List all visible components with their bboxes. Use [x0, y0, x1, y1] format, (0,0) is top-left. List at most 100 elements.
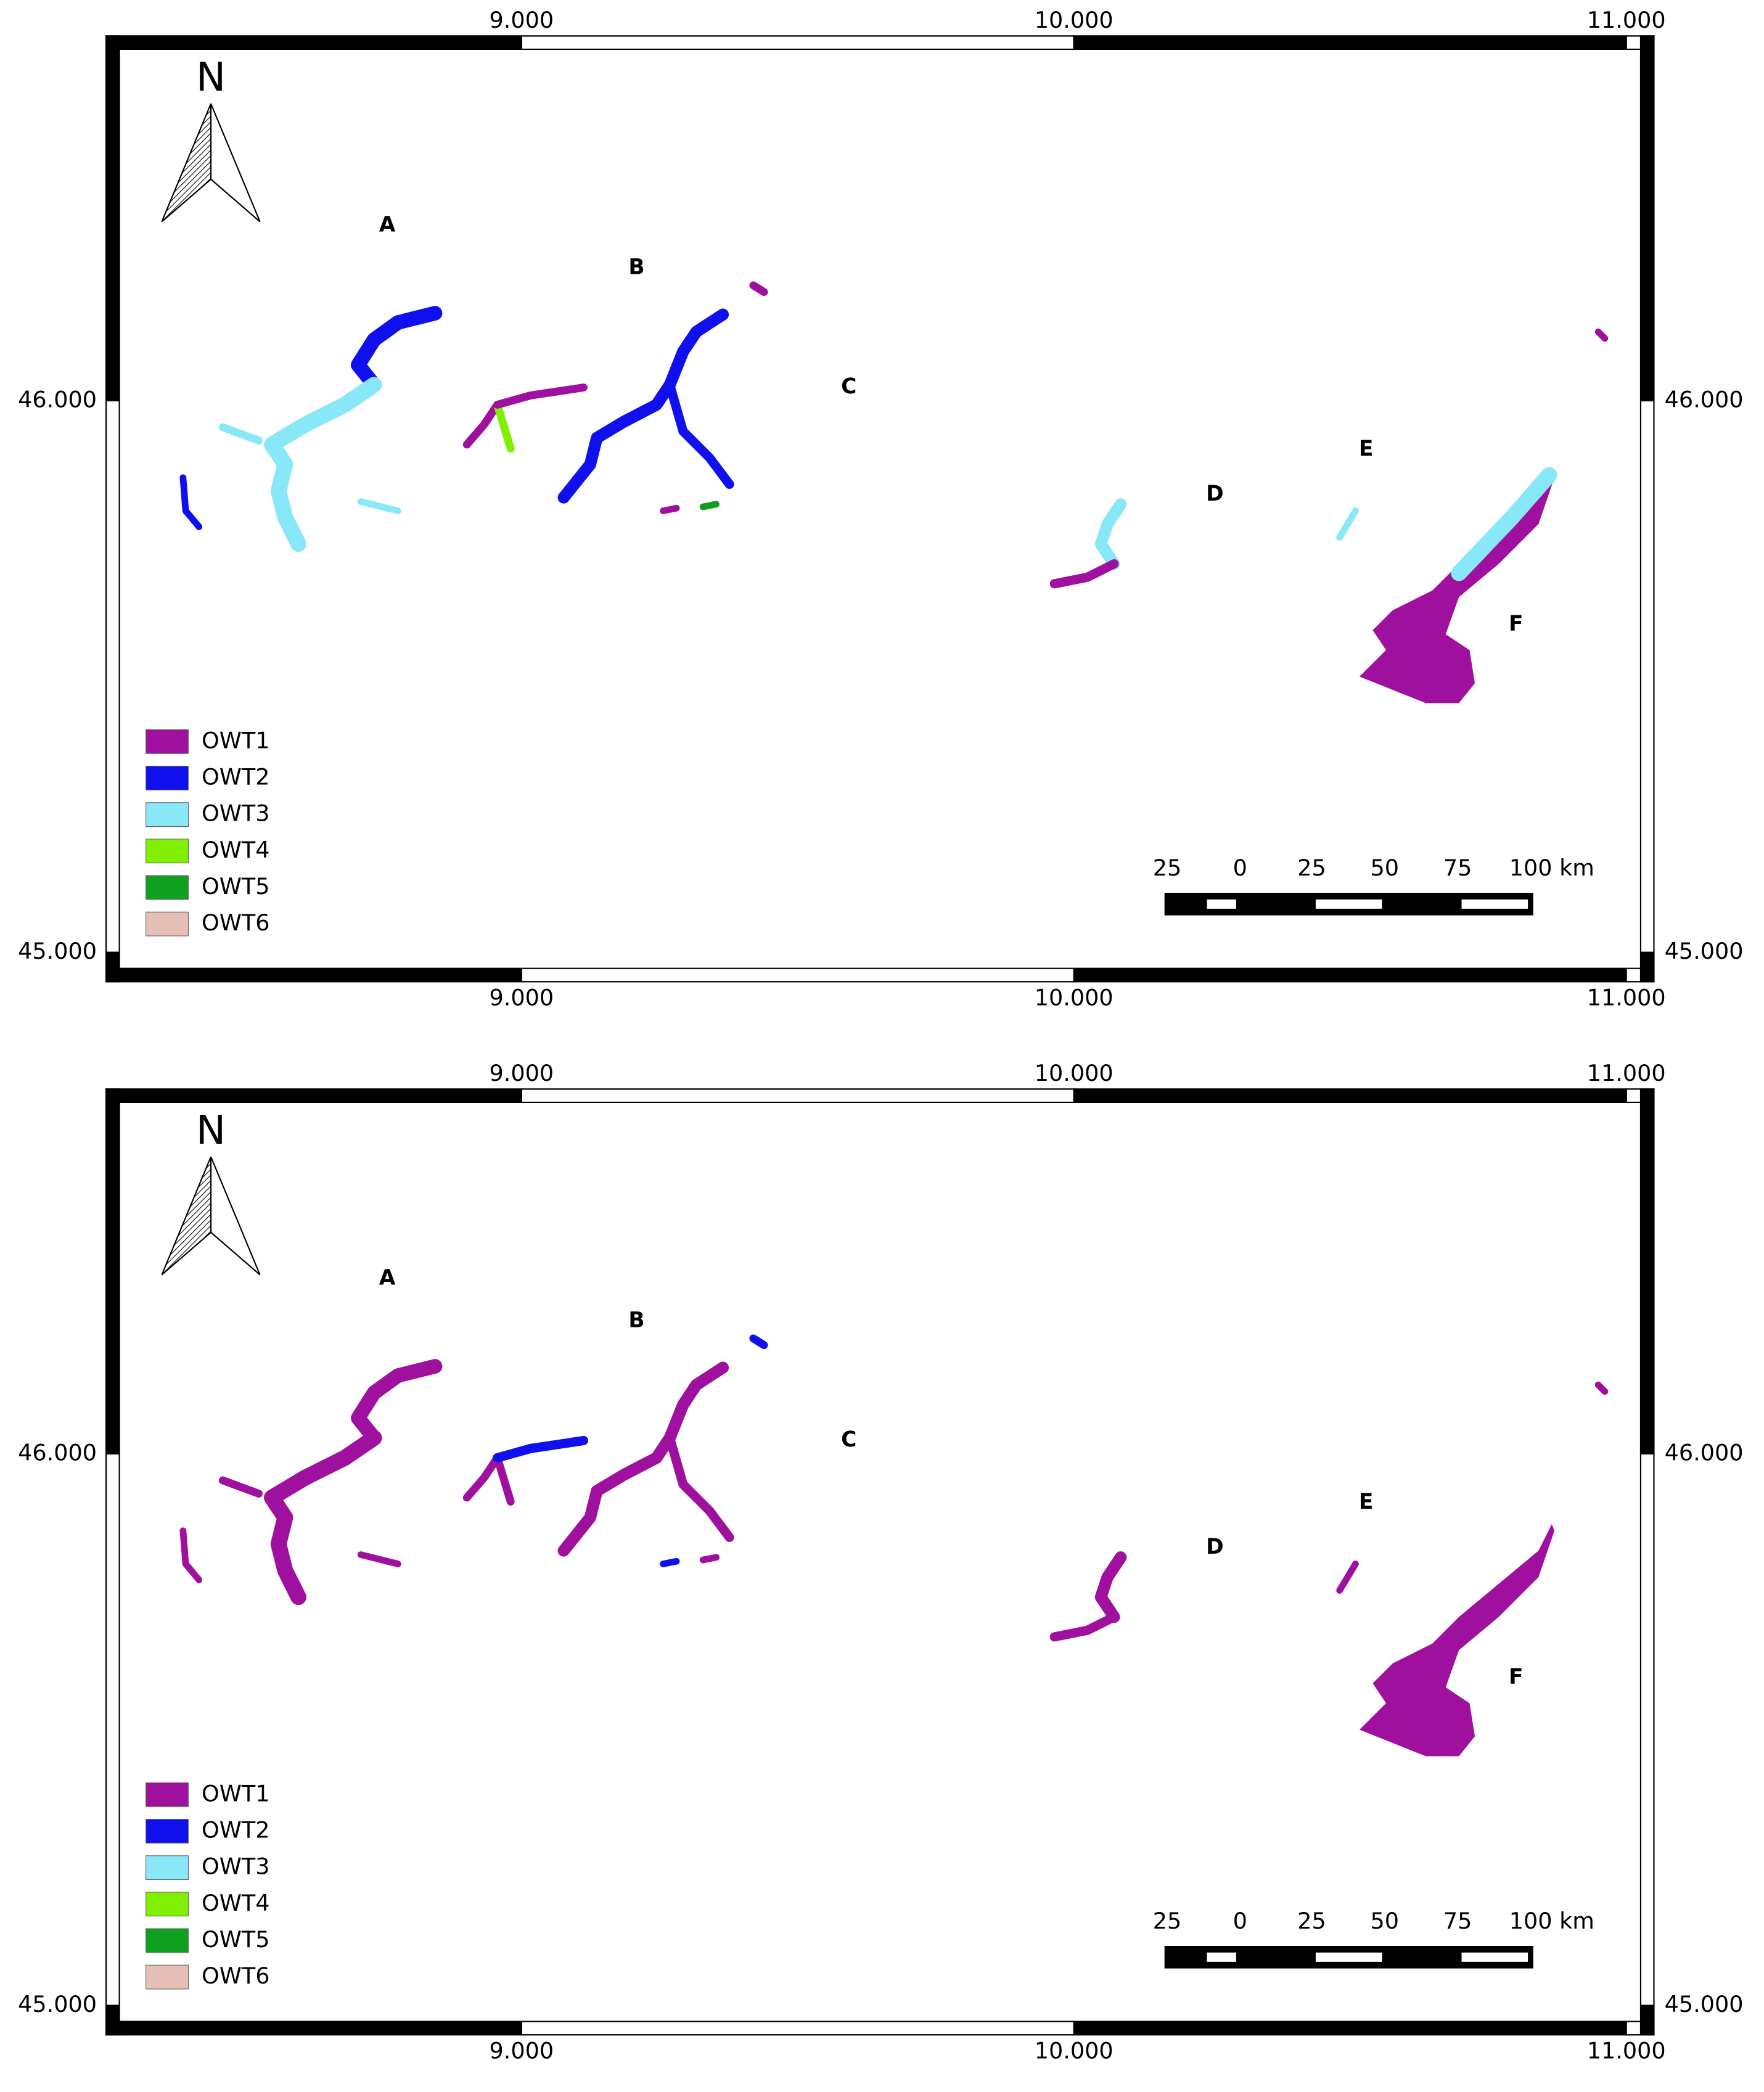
frame-bar [1639, 35, 1655, 401]
lake [1049, 559, 1119, 589]
scale-bar-segment [1207, 899, 1236, 909]
legend-swatch [146, 911, 189, 937]
frame-bar [105, 967, 522, 983]
scale-bar-segment [1315, 1952, 1382, 1962]
lake-label: E [1359, 437, 1374, 461]
y-tick-label: 46.000 [1665, 1439, 1744, 1466]
map-panel: 9.000 9.000 10.000 10.000 11.000 11.000 46.000… [18, 7, 1743, 1011]
lake-label: C [841, 1427, 856, 1452]
y-tick-label: 45.000 [1665, 938, 1744, 964]
scale-label: 100 km [1509, 1908, 1594, 1934]
lake [665, 380, 734, 490]
frame-bar [520, 2020, 1075, 2036]
y-tick-label: 45.000 [1665, 1991, 1744, 2017]
legend-label: OWT1 [202, 1780, 269, 1807]
lake [350, 1359, 443, 1445]
lake [1094, 1551, 1127, 1623]
legend-swatch [146, 766, 189, 790]
legend-label: OWT1 [202, 727, 269, 753]
lake [218, 1476, 263, 1498]
legend-swatch [146, 875, 189, 900]
lake [699, 501, 720, 511]
frame-bar [1639, 951, 1655, 983]
x-tick-label: 9.000 [490, 985, 554, 1011]
y-tick-label: 45.000 [18, 938, 97, 964]
legend-swatch [146, 839, 189, 864]
frame-bar [105, 1088, 522, 1103]
lake [1594, 1381, 1609, 1395]
legend-label: OWT5 [202, 1926, 269, 1953]
lake-label: A [379, 1266, 396, 1290]
lake [264, 1430, 382, 1606]
lake [493, 384, 588, 409]
lake [1359, 1524, 1555, 1757]
legend-label: OWT6 [202, 1963, 269, 1989]
scale-label: 25 [1153, 1908, 1182, 1934]
frame-bar [105, 1088, 120, 1454]
x-tick-label: 9.000 [490, 2038, 554, 2064]
north-arrow-right [210, 103, 261, 223]
scale-label: 25 [1153, 855, 1182, 881]
scale-bar-segment [1315, 899, 1382, 909]
map-frame [105, 1088, 1655, 2036]
legend-swatch [146, 729, 189, 754]
lake [493, 1435, 589, 1462]
north-arrow-right [210, 1156, 261, 1276]
y-tick-label: 46.000 [18, 1439, 97, 1466]
x-tick-label: 9.000 [490, 7, 554, 33]
legend-label: OWT2 [202, 1816, 269, 1843]
lake-label: C [841, 374, 856, 399]
lake [218, 423, 263, 445]
x-tick-label: 9.000 [490, 1060, 554, 1086]
frame-bar [1639, 400, 1655, 953]
lake [1451, 467, 1557, 581]
legend-swatch [146, 1964, 189, 1990]
lake [179, 474, 203, 530]
legend-label: OWT3 [202, 800, 269, 827]
lake-label: B [628, 1308, 644, 1332]
frame-bar [1073, 967, 1627, 983]
scale-label: 25 [1297, 1908, 1326, 1934]
frame-bar [1639, 1453, 1655, 2006]
map-panel: 9.000 9.000 10.000 10.000 11.000 11.000 46.000… [18, 1060, 1743, 2064]
lake [1336, 507, 1359, 541]
scale-bar-segment [1207, 1952, 1236, 1962]
x-tick-label: 11.000 [1587, 1060, 1666, 1086]
lake [462, 1453, 502, 1502]
x-tick-label: 11.000 [1587, 985, 1666, 1011]
legend-swatch [146, 1819, 189, 1844]
y-tick-label: 46.000 [1665, 386, 1744, 412]
lake [1336, 1561, 1359, 1594]
frame-bar [105, 2020, 522, 2036]
x-tick-label: 10.000 [1035, 985, 1114, 1011]
scale-bar-segment [1461, 899, 1528, 909]
lake-label: D [1206, 482, 1224, 506]
x-tick-label: 11.000 [1587, 2038, 1666, 2064]
x-tick-label: 10.000 [1035, 1060, 1114, 1086]
scale-label: 0 [1233, 855, 1247, 881]
lake-label: F [1509, 612, 1524, 636]
lake [264, 377, 382, 552]
lake [357, 498, 401, 514]
legend-swatch [146, 1928, 189, 1953]
scale-bar-segment [1461, 1952, 1528, 1962]
legend-swatch [146, 1892, 189, 1917]
lake [350, 306, 443, 392]
frame-bar [105, 35, 120, 401]
legend-label: OWT6 [202, 909, 269, 936]
lake [749, 1334, 768, 1350]
legend-swatch [146, 1782, 189, 1807]
lake-label: A [379, 213, 396, 237]
lake [660, 504, 680, 514]
lake [1049, 1612, 1119, 1642]
lake [462, 400, 502, 449]
y-tick-label: 46.000 [18, 386, 97, 412]
scale-label: 0 [1233, 1908, 1247, 1934]
scale-label: 100 km [1509, 855, 1594, 881]
x-tick-label: 10.000 [1035, 7, 1114, 33]
frame-bar [1073, 35, 1627, 51]
north-label: N [196, 54, 226, 100]
lake [179, 1527, 203, 1583]
scale-label: 50 [1371, 1908, 1400, 1934]
